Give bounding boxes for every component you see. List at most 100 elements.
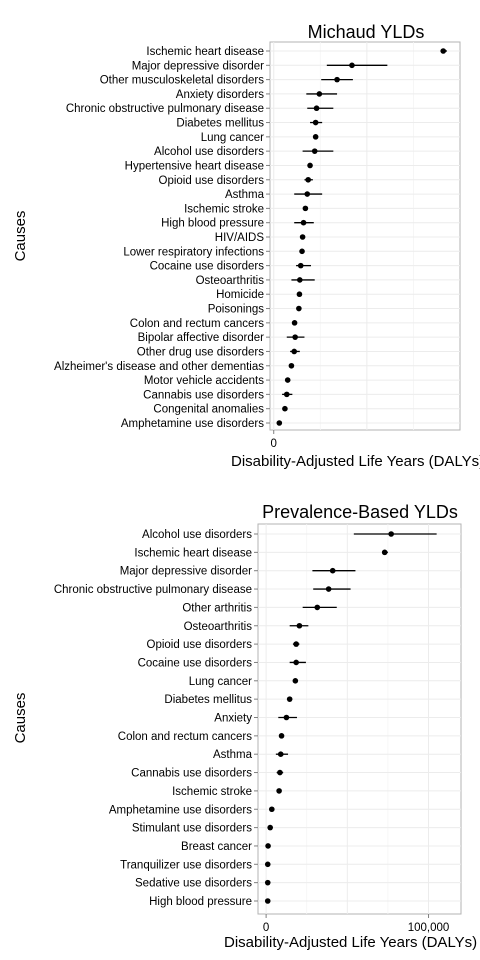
x-tick-label: 0	[263, 922, 269, 934]
data-point	[299, 248, 305, 255]
category-label: Anxiety	[214, 713, 252, 725]
data-point	[264, 898, 271, 904]
category-label: Bipolar affective disorder	[138, 332, 265, 344]
data-point	[349, 62, 355, 69]
category-label: Ischemic heart disease	[134, 547, 252, 559]
category-label: Poisonings	[208, 304, 265, 316]
category-label: Ischemic heart disease	[146, 46, 264, 58]
data-point	[329, 567, 336, 574]
data-point	[288, 362, 295, 369]
category-label: Cocaine use disorders	[150, 261, 265, 273]
x-tick-label: 0	[271, 438, 277, 450]
data-point	[316, 91, 323, 97]
category-label: Major depressive disorder	[120, 566, 252, 578]
data-point	[299, 234, 306, 240]
category-label: Chronic obstructive pulmonary disease	[66, 103, 264, 115]
data-point	[305, 176, 311, 183]
category-label: Ischemic stroke	[172, 786, 252, 798]
data-point	[381, 549, 388, 556]
data-point	[300, 219, 307, 226]
category-label: Colon and rectum cancers	[130, 318, 264, 330]
data-point	[292, 334, 298, 340]
panel-michaud-background	[269, 41, 461, 431]
x-axis-title-prevalence: Disability-Adjusted Life Years (DALYs)	[224, 934, 477, 951]
data-point	[388, 531, 394, 537]
category-label: Amphetamine use disorders	[121, 418, 264, 430]
category-label: Major depressive disorder	[132, 60, 264, 72]
category-label: Opioid use disorders	[147, 639, 253, 651]
data-point	[291, 348, 298, 355]
data-point	[264, 861, 271, 868]
data-point	[264, 879, 271, 886]
y-axis-title-prevalence: Causes	[12, 693, 29, 744]
category-label: Colon and rectum cancers	[118, 731, 252, 743]
data-point	[296, 291, 303, 298]
category-label: Motor vehicle accidents	[144, 375, 264, 387]
category-label: Stimulant use disorders	[132, 823, 252, 835]
data-point	[312, 119, 319, 126]
panel-michaud-x-ticks: 0	[271, 430, 277, 450]
category-label: Diabetes mellitus	[176, 118, 264, 130]
panel-prevalence-based-ylds: Alcohol use disorders Ischemic heart dise…	[12, 502, 477, 951]
data-point	[278, 733, 285, 739]
category-label: Diabetes mellitus	[164, 694, 252, 706]
category-label: Alcohol use disorders	[154, 146, 264, 158]
category-label: Congenital anomalies	[153, 404, 264, 416]
data-point	[276, 420, 283, 426]
chart-title-michaud: Michaud YLDs	[308, 22, 425, 42]
data-point	[284, 377, 291, 383]
chart-title-prevalence: Prevalence-Based YLDs	[262, 502, 458, 522]
category-label: High blood pressure	[161, 218, 264, 230]
data-point	[297, 262, 304, 269]
category-label: High blood pressure	[149, 896, 252, 908]
panel-michaud-grid	[270, 42, 460, 430]
panel-michaud-category-labels: Ischemic heart disease Major depressive d…	[54, 46, 270, 430]
x-axis-title-michaud: Disability-Adjusted Life Years (DALYs)	[231, 453, 480, 470]
category-label: Other musculoskeletal disorders	[100, 75, 265, 87]
category-label: Lower respiratory infections	[123, 246, 264, 258]
data-point	[277, 769, 283, 776]
data-point	[440, 48, 447, 54]
data-point	[314, 604, 321, 611]
category-label: Asthma	[213, 749, 253, 761]
data-point	[283, 714, 290, 721]
category-label: HIV/AIDS	[215, 232, 265, 244]
category-label: Cocaine use disorders	[138, 657, 253, 669]
data-point	[297, 277, 303, 283]
panel-michaud-marks	[276, 48, 447, 426]
category-label: Lung cancer	[189, 676, 252, 688]
data-point	[265, 843, 271, 849]
category-label: Asthma	[225, 189, 265, 201]
data-point	[296, 305, 302, 312]
data-point	[267, 824, 273, 831]
data-point	[293, 641, 299, 647]
data-point	[311, 148, 318, 154]
x-tick-label: 100,000	[408, 922, 450, 934]
category-label: Tranquilizer use disorders	[120, 859, 252, 871]
data-point	[283, 391, 290, 398]
data-point	[291, 320, 298, 326]
category-label: Opioid use disorders	[159, 175, 265, 187]
category-label: Osteoarthritis	[196, 275, 265, 287]
data-point	[313, 105, 320, 112]
category-label: Ischemic stroke	[184, 203, 264, 215]
category-label: Other arthritis	[182, 602, 252, 614]
data-point	[286, 696, 293, 702]
category-label: Osteoarthritis	[184, 621, 253, 633]
data-point	[293, 659, 299, 666]
data-point	[304, 191, 311, 197]
data-point	[277, 751, 284, 757]
category-label: Lung cancer	[201, 132, 264, 144]
panel-prevalence-category-labels: Alcohol use disorders Ischemic heart dise…	[54, 529, 258, 908]
data-point	[325, 586, 332, 592]
category-label: Alcohol use disorders	[142, 529, 252, 541]
category-label: Chronic obstructive pulmonary disease	[54, 584, 252, 596]
panel-michaud-ylds: Ischemic heart disease Major depressive d…	[12, 22, 480, 470]
data-point	[296, 622, 303, 629]
data-point	[312, 134, 319, 140]
y-axis-title-michaud: Causes	[12, 211, 29, 262]
category-label: Cannabis use disorders	[143, 389, 264, 401]
data-point	[282, 405, 288, 412]
data-point	[307, 162, 313, 169]
